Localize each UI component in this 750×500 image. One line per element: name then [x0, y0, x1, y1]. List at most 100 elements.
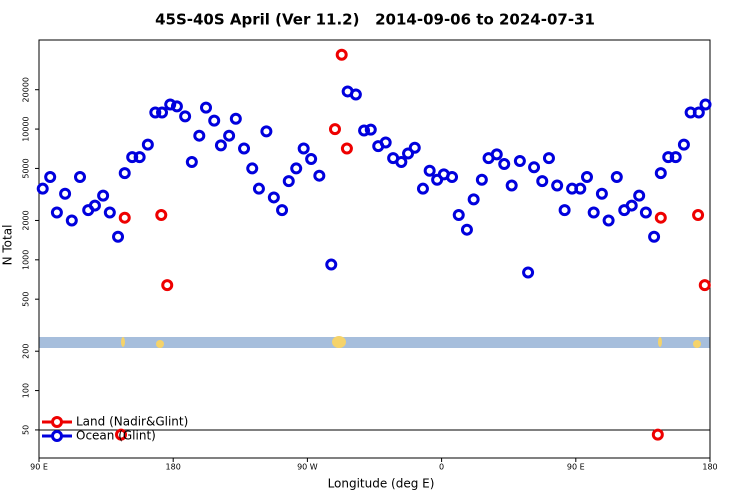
data-point: [416, 182, 429, 195]
data-point: [65, 214, 78, 227]
data-point: [490, 148, 503, 161]
data-point: [654, 211, 667, 224]
data-point: [698, 279, 711, 292]
data-point: [662, 151, 675, 164]
data-point: [208, 114, 221, 127]
data-point: [522, 266, 535, 279]
data-point: [328, 123, 341, 136]
y-tick-label: 2000: [22, 210, 31, 230]
legend-label: Ocean (Glint): [76, 429, 156, 443]
data-point: [558, 204, 571, 217]
data-point: [542, 152, 555, 165]
data-point: [551, 179, 564, 192]
data-point: [574, 182, 587, 195]
data-point: [625, 199, 638, 212]
data-point: [395, 155, 408, 168]
data-point: [648, 230, 661, 243]
data-point: [141, 138, 154, 151]
data-point: [179, 110, 192, 123]
data-point: [340, 142, 353, 155]
data-point: [112, 230, 125, 243]
data-point: [200, 101, 213, 114]
data-point: [282, 175, 295, 188]
data-point: [423, 164, 436, 177]
data-point: [602, 214, 615, 227]
x-tick-label: 90 E: [30, 463, 48, 472]
data-point: [97, 189, 110, 202]
data-point: [115, 428, 128, 441]
data-point: [185, 155, 198, 168]
data-point: [305, 153, 318, 166]
data-point: [408, 141, 421, 154]
data-point: [246, 162, 259, 175]
data-point: [358, 124, 371, 137]
data-point: [126, 151, 139, 164]
data-point: [446, 170, 459, 183]
y-tick-label: 20000: [22, 77, 31, 102]
data-point: [651, 428, 664, 441]
data-point: [325, 258, 338, 271]
y-tick-label: 200: [22, 344, 31, 359]
data-point: [692, 106, 705, 119]
legend-marker: [51, 430, 63, 442]
data-point: [587, 206, 600, 219]
data-point: [103, 206, 116, 219]
x-tick-label: 90 W: [297, 463, 318, 472]
x-tick-label: 90 E: [567, 463, 585, 472]
data-point: [580, 170, 593, 183]
data-point: [513, 154, 526, 167]
data-point: [223, 129, 236, 142]
data-point: [170, 100, 183, 113]
data-point: [252, 182, 265, 195]
y-tick-label: 500: [22, 292, 31, 307]
data-point: [88, 199, 101, 212]
data-point: [118, 211, 131, 224]
data-point: [452, 209, 465, 222]
x-tick-label: 180: [702, 463, 717, 472]
y-tick-label: 1000: [22, 250, 31, 270]
data-point: [238, 142, 251, 155]
data-point: [290, 162, 303, 175]
y-axis-label: N Total: [1, 225, 15, 266]
data-point: [505, 179, 518, 192]
data-point: [379, 136, 392, 149]
x-axis-label: Longitude (deg E): [328, 477, 435, 491]
data-point: [193, 129, 206, 142]
legend-marker: [51, 416, 63, 428]
data-point: [313, 169, 326, 182]
data-point: [156, 106, 169, 119]
data-point: [528, 161, 541, 174]
data-point: [402, 147, 415, 160]
data-point: [654, 167, 667, 180]
data-point: [498, 158, 511, 171]
data-point: [276, 204, 289, 217]
data-point: [467, 193, 480, 206]
data-point: [595, 187, 608, 200]
data-point: [59, 187, 72, 200]
data-point: [669, 151, 682, 164]
data-point: [214, 139, 227, 152]
data-point: [133, 151, 146, 164]
data-point: [633, 189, 646, 202]
data-point: [50, 206, 63, 219]
data-point: [364, 123, 377, 136]
chart-title: 45S-40S April (Ver 11.2) 2014-09-06 to 2…: [155, 11, 595, 29]
x-tick-label: 0: [439, 463, 444, 472]
data-point: [155, 209, 168, 222]
plot-frame: [38, 39, 711, 459]
data-point: [149, 106, 162, 119]
data-point: [699, 98, 712, 111]
y-tick-label: 5000: [22, 158, 31, 178]
data-point: [610, 170, 623, 183]
data-point: [639, 206, 652, 219]
data-point: [229, 112, 242, 125]
data-point: [692, 209, 705, 222]
y-tick-label: 100: [22, 383, 31, 398]
legend-label: Land (Nadir&Glint): [76, 415, 188, 429]
data-point: [161, 279, 174, 292]
data-point: [164, 98, 177, 111]
data-point: [118, 167, 131, 180]
data-point: [335, 48, 348, 61]
